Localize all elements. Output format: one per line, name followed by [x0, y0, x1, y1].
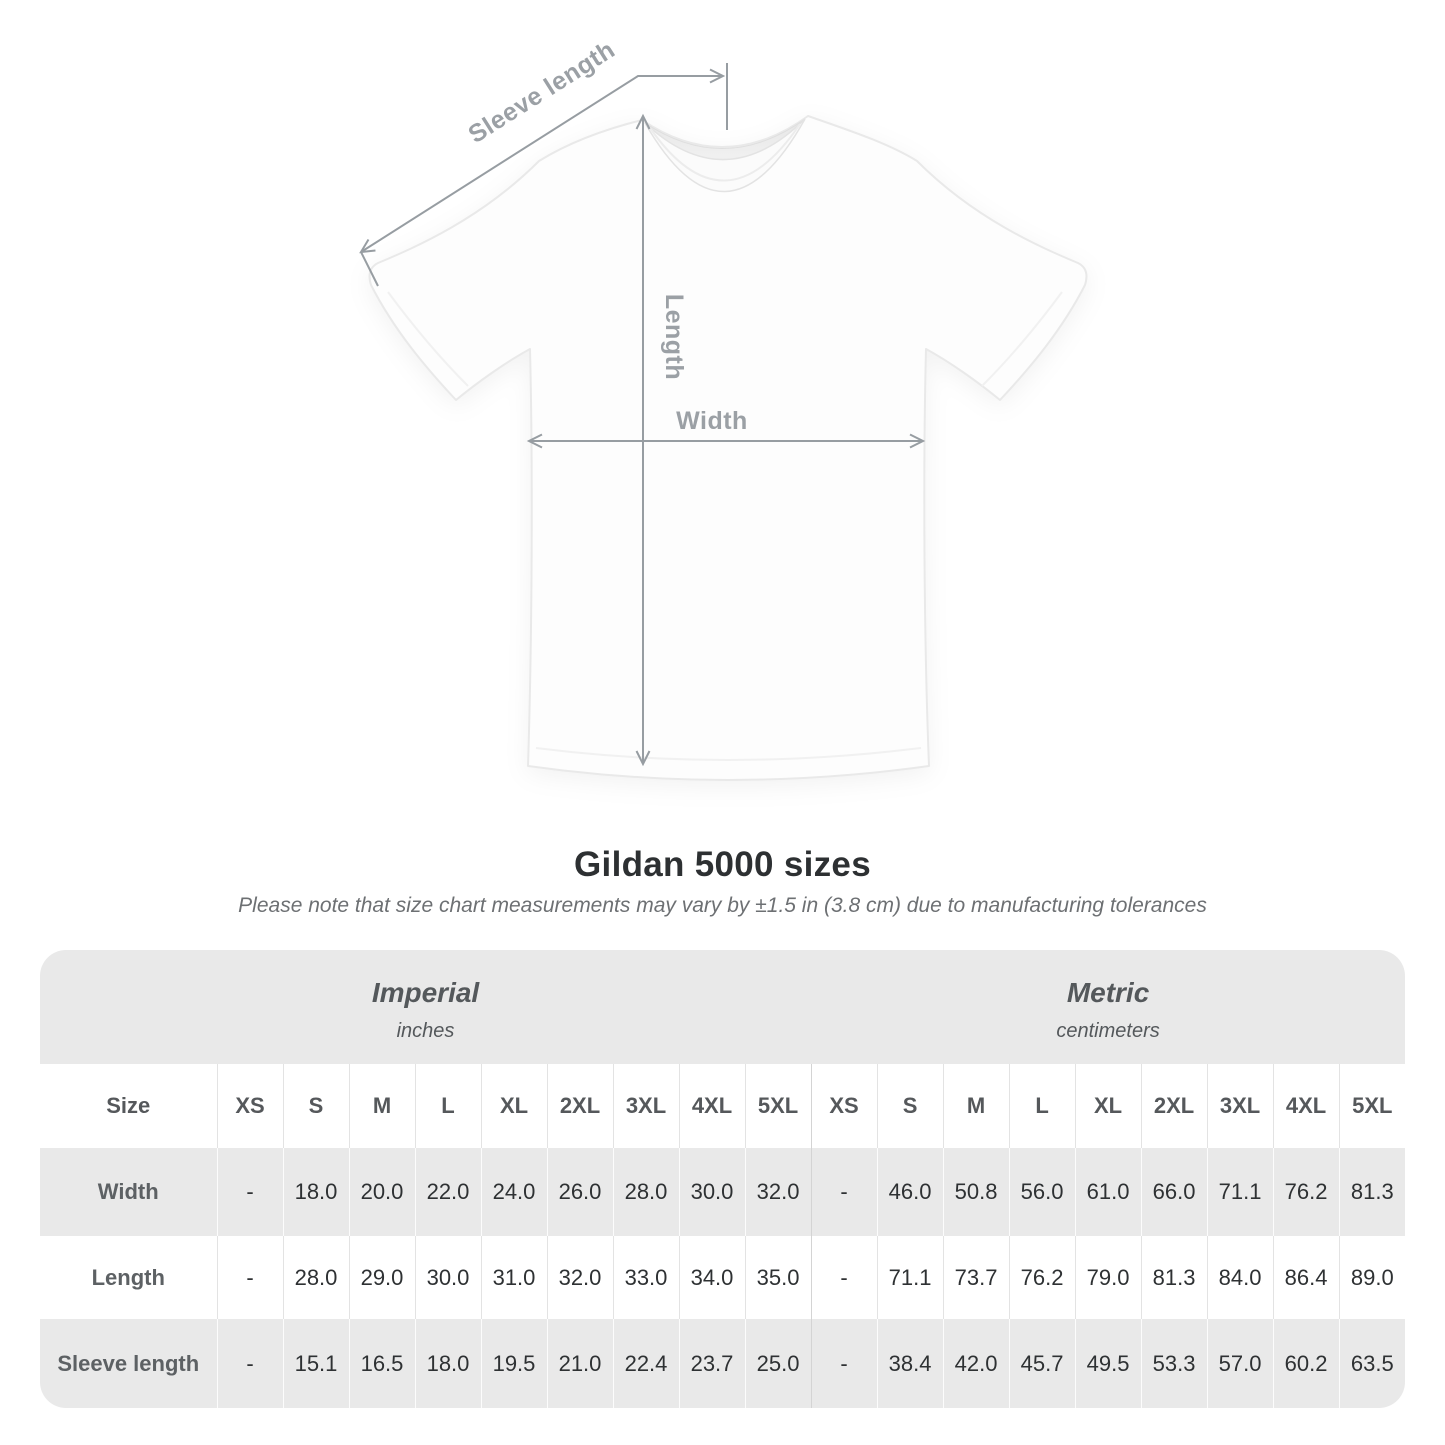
value-cell: 79.0 — [1074, 1236, 1142, 1319]
value-cell: 20.0 — [348, 1148, 415, 1236]
metric-size-header: 2XL — [1140, 1064, 1208, 1148]
imperial-size-header: XS — [216, 1064, 283, 1148]
value-cell: 63.5 — [1338, 1319, 1405, 1408]
metric-size-header: 4XL — [1272, 1064, 1340, 1148]
value-cell: 21.0 — [546, 1319, 613, 1408]
value-cell: 29.0 — [348, 1236, 415, 1319]
value-cell: - — [810, 1236, 878, 1319]
value-cell: 16.5 — [348, 1319, 415, 1408]
value-cell: 23.7 — [678, 1319, 745, 1408]
value-cell: 86.4 — [1272, 1236, 1340, 1319]
row-label-sleeve-length: Sleeve length — [40, 1319, 217, 1408]
value-cell: 61.0 — [1074, 1148, 1142, 1236]
value-cell: 25.0 — [744, 1319, 812, 1408]
value-cell: 56.0 — [1008, 1148, 1076, 1236]
value-cell: 45.7 — [1008, 1319, 1076, 1408]
sleeve-length-label: Sleeve length — [463, 36, 620, 149]
width-label: Width — [676, 407, 748, 435]
width-arrow — [526, 433, 926, 449]
value-cell: 71.1 — [1206, 1148, 1274, 1236]
imperial-group-header: Imperial inches — [40, 950, 812, 1064]
sleeve-length-arrow — [359, 63, 728, 287]
value-cell: - — [216, 1319, 283, 1408]
value-cell: 81.3 — [1140, 1236, 1208, 1319]
tshirt-flat-lay-image: Sleeve length Length Width — [359, 36, 1088, 781]
value-cell: 32.0 — [744, 1148, 812, 1236]
value-cell: 50.8 — [942, 1148, 1010, 1236]
imperial-size-header: 2XL — [546, 1064, 613, 1148]
table-row-width: Width - 18.0 20.0 22.0 24.0 26.0 28.0 30… — [40, 1148, 1405, 1236]
value-cell: 22.4 — [612, 1319, 679, 1408]
size-corner-header: Size — [40, 1064, 217, 1148]
value-cell: 18.0 — [414, 1319, 481, 1408]
value-cell: 34.0 — [678, 1236, 745, 1319]
value-cell: 46.0 — [876, 1148, 944, 1236]
metric-size-header: XS — [810, 1064, 878, 1148]
value-cell: 42.0 — [942, 1319, 1010, 1408]
imperial-size-header: L — [414, 1064, 481, 1148]
row-label-width: Width — [40, 1148, 217, 1236]
value-cell: 22.0 — [414, 1148, 481, 1236]
value-cell: 30.0 — [414, 1236, 481, 1319]
value-cell: 18.0 — [282, 1148, 349, 1236]
length-label: Length — [660, 294, 688, 380]
value-cell: 31.0 — [480, 1236, 547, 1319]
value-cell: 30.0 — [678, 1148, 745, 1236]
imperial-group-title: Imperial — [371, 977, 480, 1008]
metric-size-header: L — [1008, 1064, 1076, 1148]
value-cell: 35.0 — [744, 1236, 812, 1319]
imperial-size-header: 3XL — [612, 1064, 679, 1148]
value-cell: - — [810, 1319, 878, 1408]
metric-group-header: Metric centimeters — [811, 950, 1405, 1064]
imperial-size-header: 5XL — [744, 1064, 812, 1148]
value-cell: 49.5 — [1074, 1319, 1142, 1408]
unit-band: Imperial inches Metric centimeters — [40, 950, 1405, 1064]
value-cell: 26.0 — [546, 1148, 613, 1236]
metric-size-header: XL — [1074, 1064, 1142, 1148]
imperial-size-header: 4XL — [678, 1064, 745, 1148]
metric-size-header: M — [942, 1064, 1010, 1148]
value-cell: 15.1 — [282, 1319, 349, 1408]
imperial-size-header: XL — [480, 1064, 547, 1148]
value-cell: - — [216, 1236, 283, 1319]
value-cell: 38.4 — [876, 1319, 944, 1408]
imperial-group-unit: inches — [396, 1020, 455, 1042]
size-table: Imperial inches Metric centimeters Size … — [40, 950, 1405, 1408]
value-cell: 76.2 — [1008, 1236, 1076, 1319]
value-cell: 84.0 — [1206, 1236, 1274, 1319]
value-cell: - — [810, 1148, 878, 1236]
table-row-length: Length - 28.0 29.0 30.0 31.0 32.0 33.0 3… — [40, 1236, 1405, 1319]
metric-size-header: 3XL — [1206, 1064, 1274, 1148]
value-cell: 89.0 — [1338, 1236, 1405, 1319]
value-cell: 76.2 — [1272, 1148, 1340, 1236]
value-cell: 73.7 — [942, 1236, 1010, 1319]
table-row-sleeve-length: Sleeve length - 15.1 16.5 18.0 19.5 21.0… — [40, 1319, 1405, 1408]
value-cell: 24.0 — [480, 1148, 547, 1236]
tshirt-silhouette — [368, 115, 1088, 781]
imperial-size-header: M — [348, 1064, 415, 1148]
value-cell: - — [216, 1148, 283, 1236]
value-cell: 28.0 — [282, 1236, 349, 1319]
metric-group-unit: centimeters — [1056, 1020, 1160, 1042]
metric-group-title: Metric — [1066, 977, 1150, 1008]
value-cell: 28.0 — [612, 1148, 679, 1236]
value-cell: 81.3 — [1338, 1148, 1405, 1236]
value-cell: 33.0 — [612, 1236, 679, 1319]
value-cell: 71.1 — [876, 1236, 944, 1319]
size-header-row: Size XS S M L XL 2XL 3XL 4XL 5XL XS S M … — [40, 1064, 1405, 1148]
imperial-size-header: S — [282, 1064, 349, 1148]
page-title: Gildan 5000 sizes — [574, 845, 871, 884]
page-subtitle: Please note that size chart measurements… — [238, 894, 1207, 917]
metric-size-header: 5XL — [1338, 1064, 1405, 1148]
collar-band — [644, 118, 806, 193]
value-cell: 57.0 — [1206, 1319, 1274, 1408]
value-cell: 32.0 — [546, 1236, 613, 1319]
value-cell: 60.2 — [1272, 1319, 1340, 1408]
value-cell: 53.3 — [1140, 1319, 1208, 1408]
row-label-length: Length — [40, 1236, 217, 1319]
metric-size-header: S — [876, 1064, 944, 1148]
value-cell: 66.0 — [1140, 1148, 1208, 1236]
value-cell: 19.5 — [480, 1319, 547, 1408]
